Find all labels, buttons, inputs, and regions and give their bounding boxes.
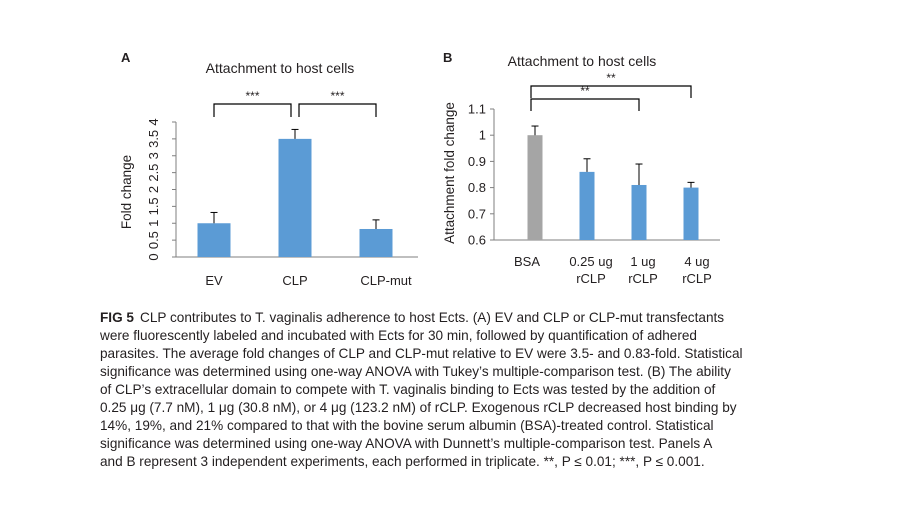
panel-a-significance: *** *** <box>213 89 377 117</box>
significance-label: *** <box>330 89 344 103</box>
bar <box>683 187 699 240</box>
panel-b-y-ticks: 0.6 0.7 0.8 0.9 1 1.1 <box>468 102 494 248</box>
significance-bracket <box>530 85 692 98</box>
chart-panel-a: A Attachment to host cells Fold change 0… <box>119 50 418 288</box>
x-tick-label: rCLP <box>682 271 712 286</box>
panel-a-bars <box>197 138 393 257</box>
panel-a-y-ticks: 0 0.5 1 1.5 2 2.5 3 3.5 4 <box>146 118 176 261</box>
x-tick-label: CLP-mut <box>360 273 412 288</box>
y-tick-label: 4 <box>146 118 161 125</box>
y-tick-label: 3 <box>146 152 161 159</box>
significance-bracket <box>298 103 377 117</box>
x-tick-label: rCLP <box>576 271 606 286</box>
y-tick-label: 3.5 <box>146 130 161 148</box>
bar <box>631 184 647 240</box>
caption-line-1: CLP contributes to T. vaginalis adherenc… <box>140 310 725 325</box>
caption-line-2: were fluorescently labeled and incubated… <box>100 328 697 343</box>
caption-line-6: 0.25 μg (7.7 nM), 1 μg (30.8 nM), or 4 μ… <box>100 400 737 415</box>
bar <box>579 171 595 240</box>
chart-panel-b: B Attachment to host cells Attachment fo… <box>442 50 720 286</box>
bar <box>278 138 312 257</box>
y-tick-label: 0.8 <box>468 180 486 195</box>
significance-bracket <box>213 103 292 117</box>
panel-b-error-bars <box>531 125 695 188</box>
figure-label: FIG 5 <box>100 310 134 325</box>
x-tick-label: EV <box>205 273 223 288</box>
panel-b-y-axis-label: Attachment fold change <box>442 102 457 244</box>
y-tick-label: 0.9 <box>468 154 486 169</box>
y-tick-label: 2.5 <box>146 164 161 182</box>
panel-a-x-labels: EV CLP CLP-mut <box>205 273 412 288</box>
caption-line-7: 14%, 19%, and 21% compared to that with … <box>100 418 714 433</box>
panel-a-error-bars <box>210 128 380 229</box>
panel-b-bars <box>527 135 699 240</box>
bar <box>527 135 543 240</box>
caption-line-3: parasites. The average fold changes of C… <box>100 346 743 361</box>
x-tick-label: rCLP <box>628 271 658 286</box>
y-tick-label: 1 <box>146 220 161 227</box>
x-tick-label: BSA <box>514 254 540 269</box>
x-tick-label: 0.25 ug <box>569 254 612 269</box>
y-tick-label: 0.6 <box>468 233 486 248</box>
y-tick-label: 1.5 <box>146 197 161 215</box>
significance-label: *** <box>245 89 259 103</box>
significance-bracket <box>530 98 640 111</box>
caption-line-9: and B represent 3 independent experiment… <box>100 454 705 469</box>
bar <box>359 228 393 257</box>
y-tick-label: 2 <box>146 186 161 193</box>
panel-a-title: Attachment to host cells <box>206 60 355 76</box>
x-tick-label: 1 ug <box>630 254 655 269</box>
y-tick-label: 0.5 <box>146 231 161 249</box>
panel-a-y-axis-label: Fold change <box>119 155 134 229</box>
y-tick-label: 1 <box>479 128 486 143</box>
panel-b-title: Attachment to host cells <box>508 53 657 69</box>
x-tick-label: CLP <box>282 273 307 288</box>
caption-line-4: significance was determined using one-wa… <box>100 364 731 379</box>
y-tick-label: 1.1 <box>468 102 486 117</box>
caption-line-5: of CLP’s extracellular domain to compete… <box>100 382 716 397</box>
panel-a-label: A <box>121 50 131 65</box>
panel-b-label: B <box>443 50 452 65</box>
bar <box>197 223 231 257</box>
panel-b-significance: ** ** <box>530 71 692 111</box>
y-tick-label: 0.7 <box>468 206 486 221</box>
figure-caption: FIG 5 CLP contributes to T. vaginalis adh… <box>100 309 820 471</box>
x-tick-label: 4 ug <box>684 254 709 269</box>
panel-b-x-labels: BSA 0.25 ug rCLP 1 ug rCLP 4 ug rCLP <box>514 254 712 286</box>
significance-label: ** <box>580 84 590 98</box>
significance-label: ** <box>606 71 616 85</box>
caption-line-8: significance was determined using one-wa… <box>100 436 713 451</box>
y-tick-label: 0 <box>146 253 161 260</box>
